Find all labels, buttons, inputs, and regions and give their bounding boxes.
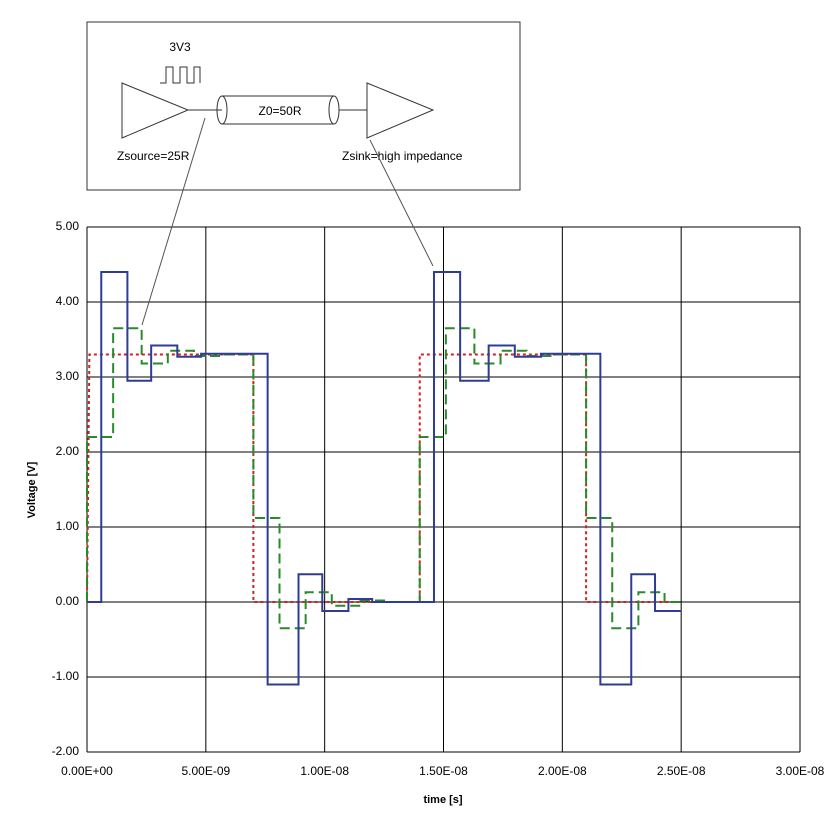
leader-line <box>369 139 434 267</box>
driver <box>121 82 190 139</box>
x-tick-label: 2.00E-08 <box>538 764 587 778</box>
series-line <box>86 327 682 630</box>
series-line <box>86 353 682 603</box>
supply-label: 3V3 <box>169 40 191 54</box>
diagram-frame <box>86 21 521 191</box>
source-label: Zsource=25R <box>117 149 190 163</box>
y-tick-label: 4.00 <box>56 294 80 308</box>
circuit-diagram: 3V3 Z0=50R Zsource=25R Zsink=high impeda… <box>86 21 521 191</box>
y-tick-label: -1.00 <box>52 669 80 683</box>
y-tick-label: 0.00 <box>56 594 80 608</box>
plot-area: -2.00 -1.00 0.00 1.00 2.00 3.00 4.00 5.00 0.00E+… <box>52 219 825 778</box>
leaders <box>141 117 434 326</box>
x-tick-label: 1.00E-08 <box>300 764 349 778</box>
y-tick-label: -2.00 <box>52 744 80 758</box>
y-tick-label: 1.00 <box>56 519 80 533</box>
x-tick-label: 0.00E+00 <box>61 764 113 778</box>
x-tick-label: 5.00E-09 <box>181 764 230 778</box>
leader-line <box>141 117 206 326</box>
x-tick-label: 3.00E-08 <box>776 764 825 778</box>
y-tick-label: 3.00 <box>56 369 80 383</box>
x-tick-label: 2.50E-08 <box>657 764 706 778</box>
x-tick-label: 1.50E-08 <box>419 764 468 778</box>
y-tick-label: 5.00 <box>56 219 80 233</box>
series-line <box>87 271 682 686</box>
cable-end <box>216 95 228 125</box>
receiver <box>366 82 435 139</box>
x-axis-title: time [s] <box>423 794 462 806</box>
sink-label: Zsink=high impedance <box>342 149 463 163</box>
y-tick-label: 2.00 <box>56 444 80 458</box>
y-axis-title: Voltage [V] <box>26 461 38 518</box>
pulse-icon <box>160 66 201 84</box>
line-label: Z0=50R <box>258 104 301 118</box>
cable <box>222 95 334 125</box>
